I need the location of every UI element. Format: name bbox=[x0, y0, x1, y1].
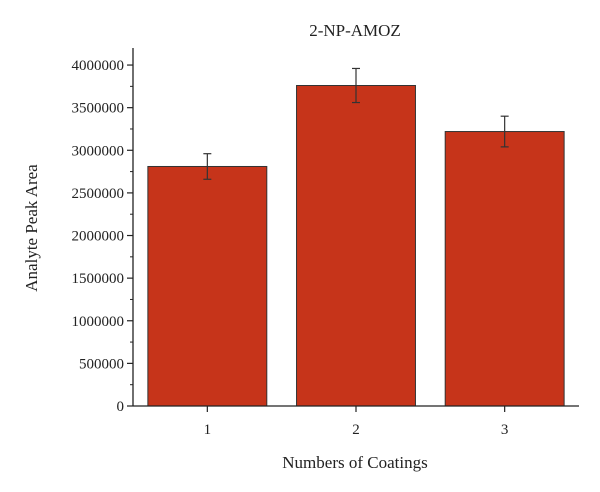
y-tick-label: 2500000 bbox=[72, 186, 125, 202]
y-tick-label: 1500000 bbox=[72, 271, 125, 287]
bar-3 bbox=[444, 131, 565, 407]
y-tick-label: 500000 bbox=[79, 356, 124, 372]
chart-title: 2-NP-AMOZ bbox=[309, 21, 401, 40]
plot-area: 0 500000 1000000 1500000 2000000 2500000 30000… bbox=[72, 48, 579, 438]
bar-2 bbox=[296, 85, 416, 407]
y-tick-label: 3500000 bbox=[72, 101, 125, 117]
x-tick-label: 2 bbox=[352, 422, 360, 438]
bar-1 bbox=[147, 165, 268, 407]
x-axis-title: Numbers of Coatings bbox=[282, 453, 427, 472]
y-tick-label: 0 bbox=[117, 399, 125, 415]
x-tick-label: 1 bbox=[204, 422, 212, 438]
y-tick-label: 4000000 bbox=[72, 58, 125, 74]
y-axis-title: Analyte Peak Area bbox=[22, 164, 41, 292]
y-tick-label: 2000000 bbox=[72, 229, 125, 245]
y-tick-label: 1000000 bbox=[72, 314, 125, 330]
y-tick-label: 3000000 bbox=[72, 143, 125, 159]
x-tick-label: 3 bbox=[501, 422, 509, 438]
